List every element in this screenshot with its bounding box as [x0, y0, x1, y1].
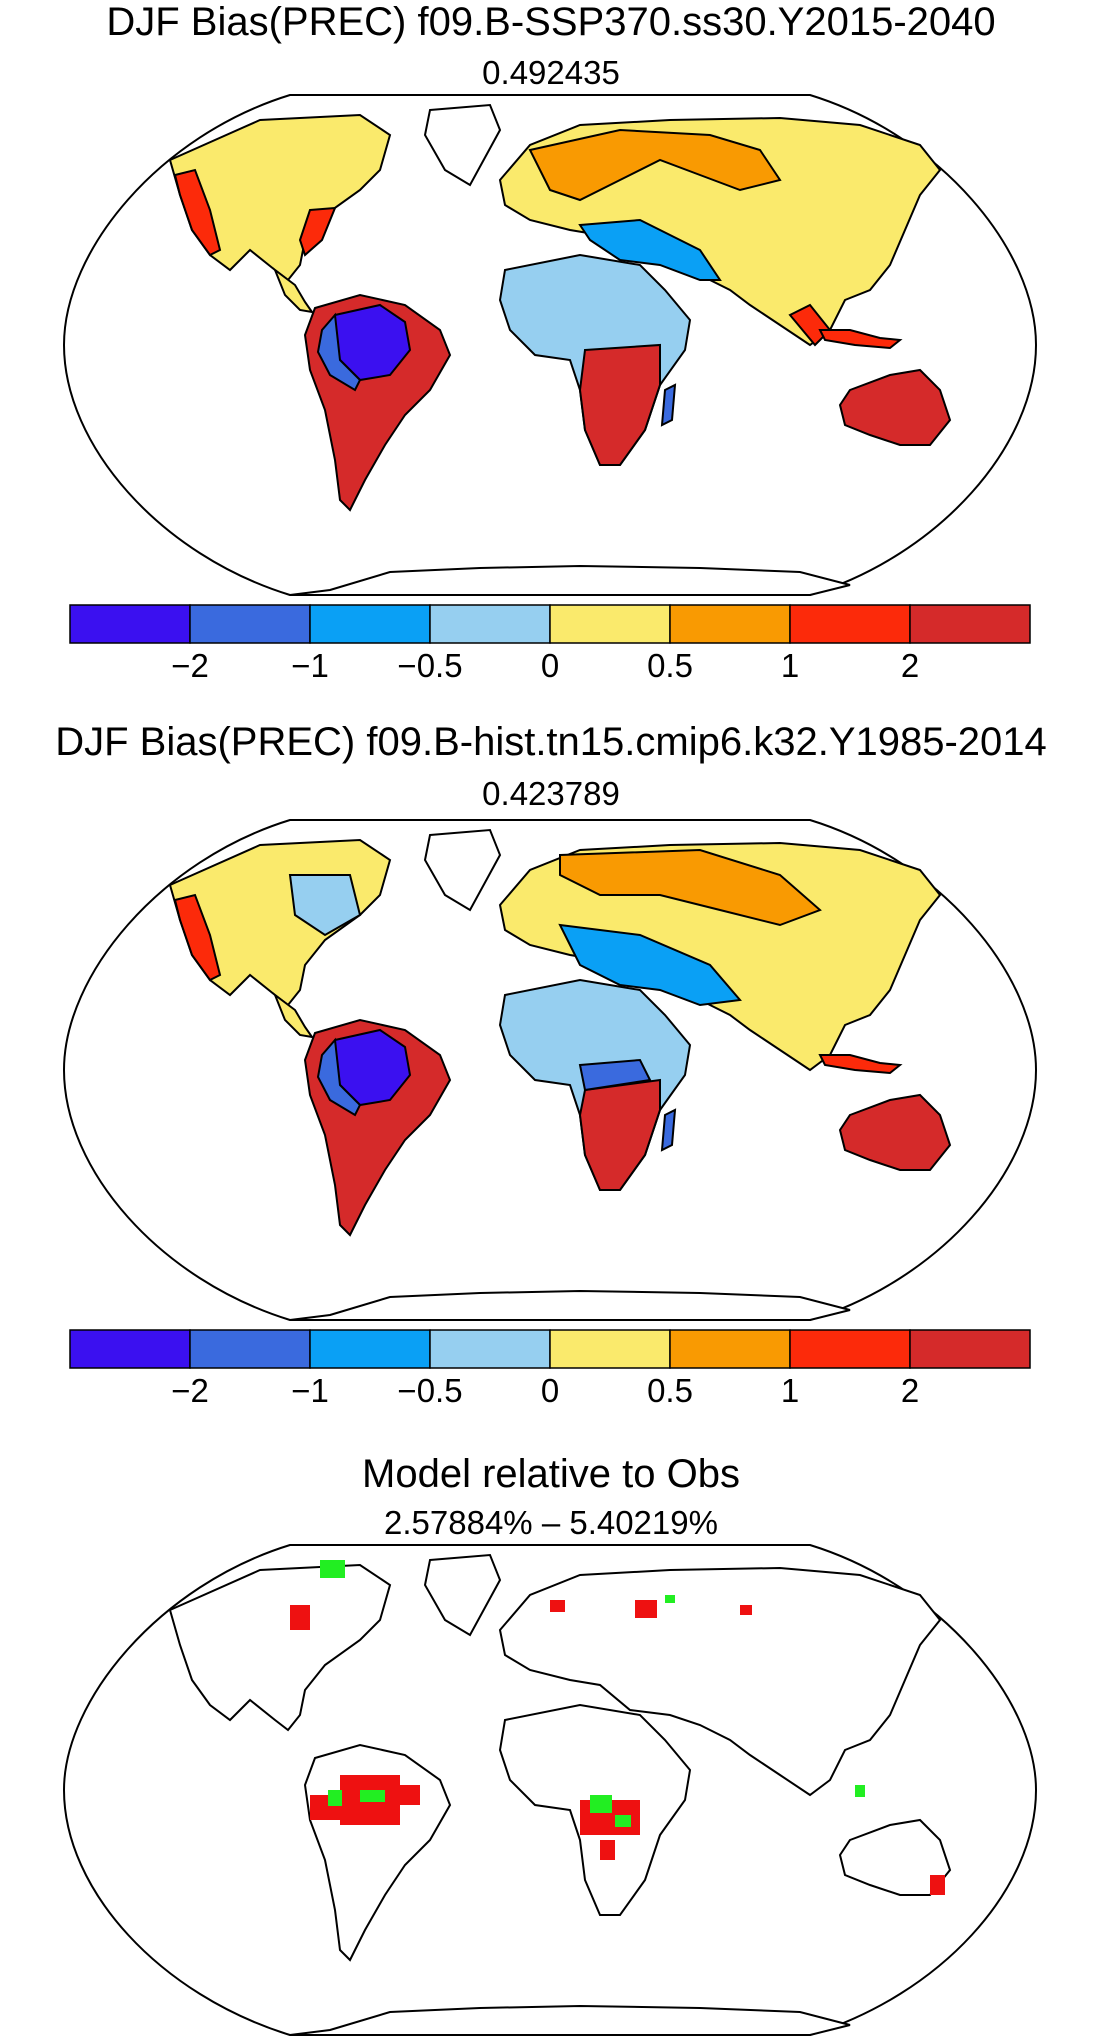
panel-3-subtitle: 2.57884% – 5.40219%	[384, 1504, 718, 1541]
colorbar-tick-label: 2	[901, 647, 919, 683]
colorbar-swatch	[909, 604, 1031, 644]
colorbar-swatch	[789, 604, 911, 644]
colorbar-tick-label: 0.5	[647, 647, 693, 683]
mideast-blue	[578, 218, 722, 281]
panel-2-map	[62, 819, 1038, 1321]
indonesia	[818, 329, 903, 350]
madagascar	[660, 383, 677, 427]
panel-1-subtitle: 0.492435	[482, 54, 620, 91]
africa-south-red	[578, 1078, 661, 1191]
colorbar-swatch	[429, 604, 551, 644]
colorbar-tick-label: −0.5	[397, 647, 462, 683]
africa-central-blue	[578, 1058, 652, 1092]
north-america-west-red	[173, 168, 222, 257]
eurasia	[498, 1566, 942, 1797]
colorbar-swatch	[189, 604, 311, 644]
colorbar-swatch	[309, 1329, 431, 1369]
north-america-east-red	[298, 206, 337, 257]
greenland	[423, 103, 502, 187]
colorbar-tick-label: 0	[541, 1372, 559, 1408]
north-america-west-red	[173, 893, 222, 982]
antarctica	[289, 2004, 851, 2036]
colorbar-swatch	[669, 1329, 791, 1369]
greenland	[423, 828, 502, 912]
colorbar-swatch	[69, 604, 191, 644]
africa-south-red	[578, 343, 661, 466]
colorbar-tick-label: 1	[781, 1372, 799, 1408]
panel-2-colorbar: −2 −1 −0.5 0 0.5 1 2	[69, 1329, 1031, 1408]
panel-2-title: DJF Bias(PREC) f09.B-hist.tn15.cmip6.k32…	[55, 720, 1047, 764]
antarctica	[289, 1289, 851, 1321]
panel-1-colorbar: −2 −1 −0.5 0 0.5 1 2	[69, 604, 1031, 683]
amazon-blue-edge	[316, 1037, 362, 1117]
colorbar-tick-label: 1	[781, 647, 799, 683]
panel-1-title: DJF Bias(PREC) f09.B-SSP370.ss30.Y2015-2…	[106, 0, 996, 44]
europe-orange	[528, 128, 782, 202]
australia	[838, 368, 952, 446]
indonesia	[818, 1054, 903, 1075]
colorbar-tick-label: −2	[171, 647, 209, 683]
australia	[838, 1093, 952, 1171]
amazon-blue-edge	[316, 312, 362, 392]
madagascar	[660, 1108, 677, 1152]
colorbar-swatch	[909, 1329, 1031, 1369]
colorbar-tick-label: 0	[541, 647, 559, 683]
agreement-drier-patches	[320, 1560, 865, 1827]
north-america	[168, 1563, 392, 1732]
colorbar-swatch	[69, 1329, 191, 1369]
antarctica	[289, 564, 851, 596]
colorbar-tick-label: −1	[291, 647, 329, 683]
colorbar-tick-label: −2	[171, 1372, 209, 1408]
colorbar-swatch	[429, 1329, 551, 1369]
mideast-blue	[558, 923, 742, 1007]
central-america	[272, 992, 315, 1039]
colorbar-tick-label: 2	[901, 1372, 919, 1408]
colorbar-swatch	[549, 604, 671, 644]
colorbar-tick-label: 0.5	[647, 1372, 693, 1408]
panel-2-subtitle: 0.423789	[482, 775, 620, 812]
colorbar-swatch	[789, 1329, 911, 1369]
colorbar-swatch	[309, 604, 431, 644]
panel-3-title: Model relative to Obs	[362, 1452, 740, 1496]
colorbar-swatch	[669, 604, 791, 644]
panel-1-map	[62, 94, 1038, 596]
colorbar-swatch	[549, 1329, 671, 1369]
central-america	[272, 267, 315, 314]
colorbar-swatch	[189, 1329, 311, 1369]
greenland	[423, 1553, 502, 1637]
colorbar-tick-label: −0.5	[397, 1372, 462, 1408]
colorbar-tick-label: −1	[291, 1372, 329, 1408]
panel-3-map	[62, 1544, 1038, 2036]
north-america-blue	[288, 874, 362, 937]
eurasia-orange	[559, 848, 822, 927]
